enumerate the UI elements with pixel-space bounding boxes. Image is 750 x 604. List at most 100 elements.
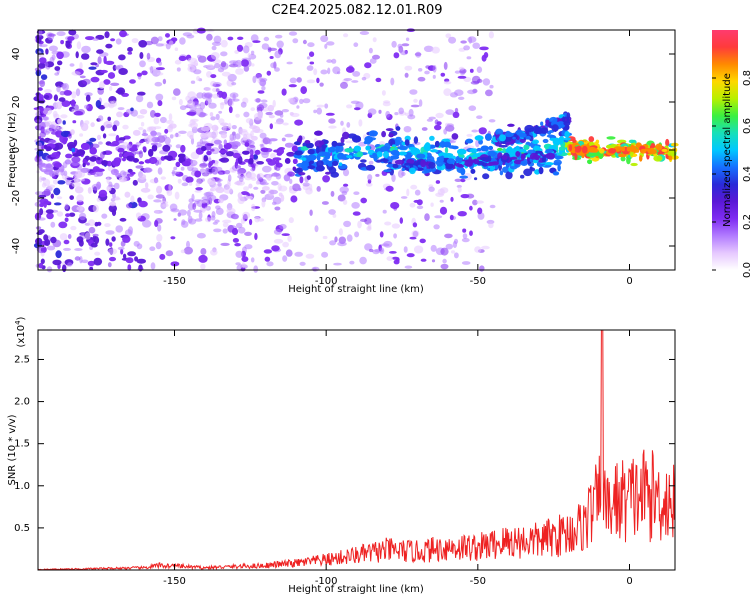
spectrogram-cell xyxy=(139,109,148,115)
spectrogram-cell xyxy=(394,159,405,165)
spectrogram-cell xyxy=(95,100,102,108)
spectrogram-cell xyxy=(50,154,58,158)
spectrogram-cell xyxy=(67,133,72,139)
spectrogram-cell xyxy=(404,65,413,71)
spectrogram-cell xyxy=(554,155,564,160)
spectrogram-cell xyxy=(145,182,149,189)
spectrogram-cell xyxy=(139,140,144,144)
spectrogram-cell xyxy=(629,147,638,152)
spectrogram-cell xyxy=(177,178,182,184)
spectrogram-cell xyxy=(191,193,195,202)
spectrogram-cell xyxy=(340,81,348,89)
spectrogram-cell xyxy=(249,125,258,129)
spectrogram-cell xyxy=(53,94,59,102)
spectrogram-cell xyxy=(400,196,408,199)
spectrogram-cell xyxy=(180,249,186,254)
spectrogram-cell xyxy=(372,152,377,157)
spectrogram-cell xyxy=(201,92,207,100)
spectrogram-cell xyxy=(71,91,77,99)
spectrogram-cell xyxy=(369,248,374,253)
spectrogram-cell xyxy=(372,249,380,255)
spectrogram-cell xyxy=(313,68,318,76)
spectrogram-cell xyxy=(325,171,331,175)
spectrogram-cell xyxy=(360,218,368,222)
spectrogram-cell xyxy=(229,133,235,141)
spectrogram-cell xyxy=(208,102,217,109)
spectrogram-cell xyxy=(304,140,311,144)
spectrogram-cell xyxy=(159,253,166,260)
spectrogram-cell xyxy=(96,49,104,54)
spectrogram-cell xyxy=(122,253,127,259)
spectrogram-cell xyxy=(315,165,325,172)
spectrogram-cell xyxy=(200,263,206,270)
x-tick-label: -100 xyxy=(315,576,338,587)
spectrogram-cell xyxy=(478,139,483,145)
spectrogram-cell xyxy=(439,199,444,203)
spectrogram-cell xyxy=(263,148,273,153)
spectrogram-cell xyxy=(375,77,382,83)
spectrogram-cell xyxy=(487,155,492,162)
spectrogram-cell xyxy=(309,51,315,57)
spectrogram-cell xyxy=(299,261,306,266)
y-tick-label: 0.5 xyxy=(14,523,30,534)
spectrogram-cell xyxy=(404,139,410,146)
spectrogram-cell xyxy=(201,196,211,201)
spectrogram-cell xyxy=(243,133,248,142)
spectrogram-cell xyxy=(226,182,231,188)
spectrogram-cell xyxy=(469,68,474,73)
spectrogram-cell xyxy=(412,222,418,228)
spectrogram-cell xyxy=(294,251,304,257)
spectrogram-cell xyxy=(90,242,98,248)
spectrogram-cell xyxy=(193,209,203,213)
spectrogram-cell xyxy=(54,66,61,71)
x-tick-label: 0 xyxy=(626,276,632,287)
spectrogram-cell xyxy=(67,234,72,239)
spectrogram-cell xyxy=(226,151,234,157)
spectrogram-cell xyxy=(481,162,488,167)
spectrogram-cell xyxy=(572,139,577,144)
spectrogram-cell xyxy=(42,107,53,116)
colorbar-label: Normalized spectral amplitude xyxy=(722,73,733,227)
spectrogram-cell xyxy=(309,209,313,216)
spectrogram-cell xyxy=(257,110,263,119)
spectrogram-cell xyxy=(457,75,467,79)
spectrogram-cell xyxy=(393,233,397,239)
spectrogram-cell xyxy=(189,120,196,126)
spectrogram-cell xyxy=(301,162,310,171)
spectrogram-cell xyxy=(111,236,116,242)
spectrogram-cell xyxy=(316,146,320,154)
spectrogram-cell xyxy=(279,223,287,230)
spectrogram-cell xyxy=(534,169,540,175)
spectrogram-cell xyxy=(252,40,261,43)
spectrogram-cell xyxy=(178,55,187,62)
spectrogram-cell xyxy=(458,96,465,101)
spectrogram-cell xyxy=(126,143,132,149)
spectrogram-cell xyxy=(201,146,207,152)
spectrogram-cell xyxy=(335,142,345,147)
spectrogram-cell xyxy=(127,47,133,52)
spectrogram-cell xyxy=(299,176,304,184)
spectrogram-cell xyxy=(243,65,250,72)
spectrogram-cell xyxy=(97,156,101,161)
spectrogram-cell xyxy=(45,128,53,133)
spectrogram-cell xyxy=(316,186,321,192)
spectrogram-cell xyxy=(253,265,259,273)
spectrogram-cell xyxy=(97,134,101,141)
spectrogram-cell xyxy=(450,250,456,254)
spectrogram-cell xyxy=(397,146,403,150)
spectrogram-cell xyxy=(210,249,218,256)
spectrogram-cell xyxy=(322,175,330,183)
spectrogram-cell xyxy=(186,111,196,116)
spectrogram-cell xyxy=(154,81,163,87)
spectrogram-cell xyxy=(143,167,152,173)
spectrogram-cell xyxy=(342,168,350,177)
spectrogram-cell xyxy=(187,100,195,108)
spectrogram-cell xyxy=(110,38,116,42)
spectrogram-cell xyxy=(156,72,164,76)
spectrogram-cell xyxy=(117,147,125,153)
spectrogram-cell xyxy=(432,65,437,73)
spectrogram-cell xyxy=(469,230,473,236)
spectrogram-cell xyxy=(61,83,67,89)
colorbar-ticks: 0.0 0.2 0.4 0.6 0.8 xyxy=(712,70,750,278)
spectrogram-cell xyxy=(254,232,258,241)
